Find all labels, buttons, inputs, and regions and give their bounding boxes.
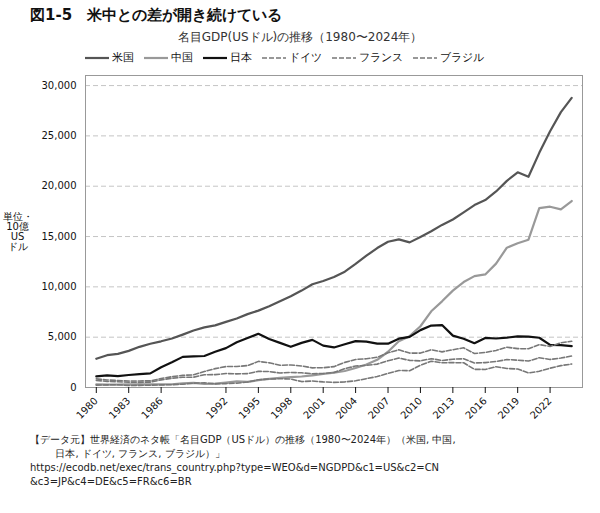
html-text:【データ元】世界経済のネタ帳「名目GDP（USドル）の推移（: 【データ元】世界経済のネタ帳「名目GDP（USドル）の推移（1980〜2024年…	[30, 434, 456, 487]
html-text:中国: 中国	[171, 51, 193, 64]
svg-text:1986: 1986	[139, 395, 165, 421]
svg-text:0: 0	[70, 382, 76, 393]
html-text:ドイツ: ドイツ	[289, 51, 322, 64]
html-text:名目GDP(USドル)の推移（1980〜2024年）: 名目GDP(USドル)の推移（1980〜2024年）	[177, 30, 423, 44]
svg-text:30,000: 30,000	[42, 80, 77, 91]
html-text:図1-5 米中との差が開き続けている: 図1-5 米中との差が開き続けている	[30, 6, 283, 24]
svg-text:1995: 1995	[236, 395, 262, 421]
svg-text:2022: 2022	[528, 395, 554, 421]
html-text:ブラジル: ブラジル	[440, 51, 484, 64]
svg-text:5,000: 5,000	[48, 331, 77, 342]
svg-text:2016: 2016	[463, 395, 489, 421]
html-text:日本: 日本	[230, 51, 252, 64]
svg-text:2007: 2007	[366, 395, 392, 421]
svg-text:2010: 2010	[398, 395, 424, 421]
svg-text:単位・10億USドル: 単位・10億USドル	[3, 211, 33, 252]
svg-text:2004: 2004	[334, 395, 360, 421]
html-text:米国: 米国	[112, 51, 134, 64]
svg-text:1992: 1992	[204, 395, 230, 421]
svg-text:25,000: 25,000	[42, 130, 77, 141]
svg-text:10,000: 10,000	[42, 281, 77, 292]
svg-text:15,000: 15,000	[42, 231, 77, 242]
html-text:フランス: フランス	[359, 51, 403, 64]
svg-text:1980: 1980	[74, 395, 100, 421]
svg-text:1998: 1998	[269, 395, 295, 421]
svg-text:2019: 2019	[496, 395, 522, 421]
svg-text:2013: 2013	[431, 395, 457, 421]
svg-text:20,000: 20,000	[42, 180, 77, 191]
svg-text:2001: 2001	[301, 395, 327, 421]
svg-text:1983: 1983	[107, 395, 133, 421]
